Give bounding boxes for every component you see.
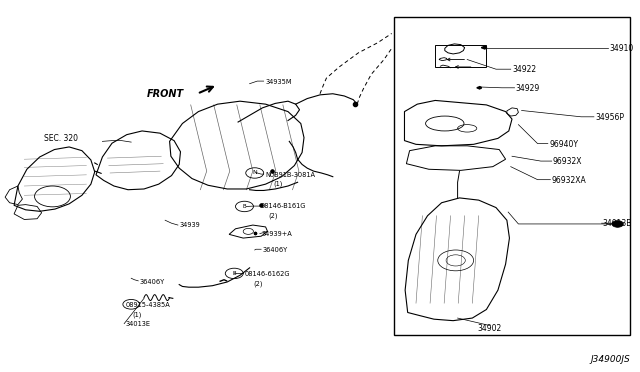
Text: B: B xyxy=(232,271,236,276)
Text: 34922: 34922 xyxy=(512,65,536,74)
Text: 08146-6162G: 08146-6162G xyxy=(244,271,290,277)
Bar xyxy=(435,45,486,67)
Text: 34929: 34929 xyxy=(516,84,540,93)
FancyArrow shape xyxy=(477,86,481,89)
Text: 36406Y: 36406Y xyxy=(262,247,287,253)
Text: 08146-B161G: 08146-B161G xyxy=(261,203,307,209)
Circle shape xyxy=(612,221,623,227)
Text: B: B xyxy=(243,204,246,209)
Text: 34013B: 34013B xyxy=(603,219,632,228)
Text: (2): (2) xyxy=(269,212,278,219)
Text: SEC. 320: SEC. 320 xyxy=(44,134,77,143)
Text: (2): (2) xyxy=(253,280,263,287)
Text: FRONT: FRONT xyxy=(147,89,184,99)
Text: 34939+A: 34939+A xyxy=(261,231,292,237)
Text: 34013E: 34013E xyxy=(125,321,150,327)
Text: 34935M: 34935M xyxy=(266,79,292,85)
Bar xyxy=(394,17,630,335)
Text: 08915-4385A: 08915-4385A xyxy=(125,302,170,308)
Text: (1): (1) xyxy=(132,311,142,318)
Text: 96932X: 96932X xyxy=(553,157,582,166)
Text: 96932XA: 96932XA xyxy=(552,176,586,185)
Text: N: N xyxy=(252,170,257,176)
Text: 34939: 34939 xyxy=(179,222,200,228)
Text: 36406Y: 36406Y xyxy=(140,279,164,285)
Text: 34956P: 34956P xyxy=(595,113,624,122)
Text: 34902: 34902 xyxy=(477,324,502,333)
Text: N0B91B-3081A: N0B91B-3081A xyxy=(266,172,316,178)
Text: J34900JS: J34900JS xyxy=(591,355,630,364)
Text: 96940Y: 96940Y xyxy=(549,140,578,149)
Text: 34910: 34910 xyxy=(609,44,634,53)
Text: (1): (1) xyxy=(273,181,283,187)
FancyArrow shape xyxy=(481,46,486,49)
